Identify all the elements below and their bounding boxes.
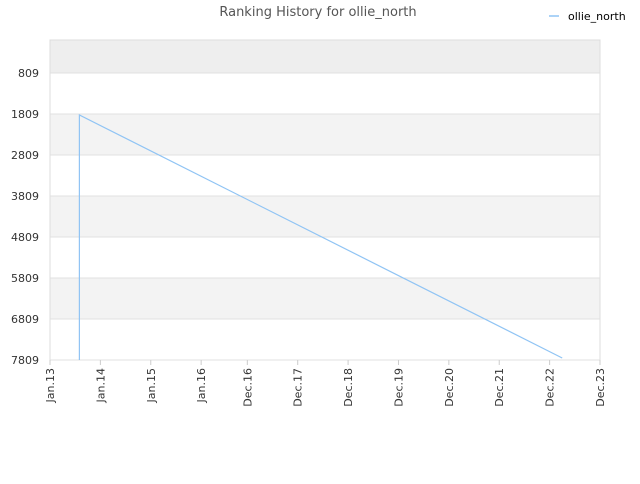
chart-title: Ranking History for ollie_north bbox=[219, 5, 416, 20]
legend-label: ollie_north bbox=[568, 10, 626, 23]
x-tick-label: Dec.20 bbox=[443, 368, 456, 407]
x-tick-label: Jan.13 bbox=[44, 368, 57, 403]
grid-band bbox=[50, 278, 600, 320]
y-tick-label: 2809 bbox=[11, 149, 39, 162]
grid-band bbox=[50, 40, 600, 74]
line-series bbox=[78, 114, 563, 360]
x-tick-label: Dec.22 bbox=[544, 368, 557, 407]
x-tick-label: Jan.16 bbox=[195, 368, 208, 403]
grid-band bbox=[50, 196, 600, 238]
y-tick-label: 1809 bbox=[11, 108, 39, 121]
x-tick-label: Dec.21 bbox=[493, 368, 506, 407]
x-tick-label: Dec.23 bbox=[594, 368, 607, 407]
y-tick-label: 4809 bbox=[11, 231, 39, 244]
x-tick-label: Dec.17 bbox=[292, 368, 305, 407]
grid-band bbox=[50, 114, 600, 156]
y-tick-label: 5809 bbox=[11, 272, 39, 285]
x-tick-label: Dec.16 bbox=[241, 368, 254, 407]
x-tick-label: Jan.15 bbox=[145, 368, 158, 403]
x-tick-label: Dec.19 bbox=[392, 368, 405, 407]
x-tick-label: Jan.14 bbox=[94, 368, 107, 403]
y-tick-label: 6809 bbox=[11, 313, 39, 326]
x-tick-label: Dec.18 bbox=[342, 368, 355, 407]
y-tick-label: 7809 bbox=[11, 354, 39, 367]
y-tick-label: 3809 bbox=[11, 190, 39, 203]
y-tick-label: 809 bbox=[18, 67, 39, 80]
